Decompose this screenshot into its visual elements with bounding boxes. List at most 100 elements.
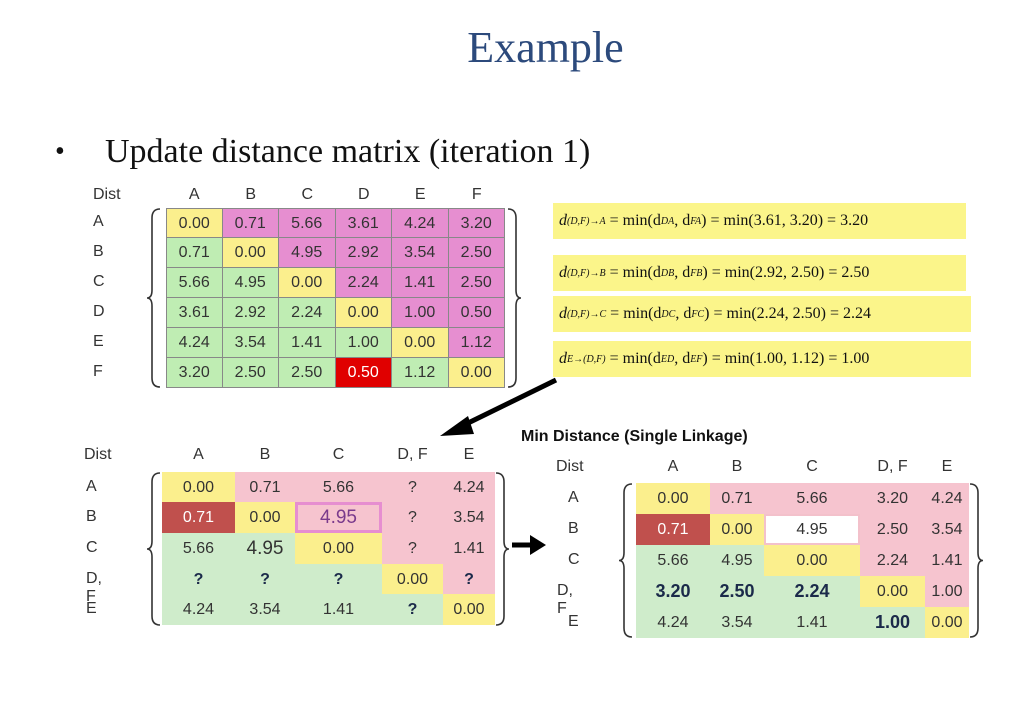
matrix3-cell: 2.50 [710, 576, 764, 607]
right-brace-icon [495, 472, 510, 626]
matrix1-col-header: F [471, 186, 482, 203]
matrix1-cell: 2.92 [335, 238, 392, 268]
matrix1-cell: 3.20 [448, 208, 505, 238]
slide-title: Example [467, 23, 624, 72]
matrix2-corner: Dist [84, 446, 112, 463]
formula-lhs-sub: E→(D,F) [567, 353, 606, 365]
matrix1-col-header: A [188, 186, 200, 203]
formula-lhs-sub: (D,F)→A [567, 215, 606, 227]
right-brace-icon [969, 483, 984, 638]
matrix2-col-header: C [332, 446, 345, 463]
matrix1-cell: 2.92 [222, 298, 279, 328]
formula-sub-1: DB [660, 267, 675, 279]
matrix2-cell: ? [382, 502, 443, 533]
formula-comma: , d [675, 305, 692, 322]
matrix2-cell: 0.00 [443, 594, 495, 625]
matrix1-cell: 3.20 [166, 358, 223, 388]
matrix1-cell: 4.24 [166, 328, 223, 358]
formula-sub-1: ED [660, 353, 675, 365]
formula-sub-2: EF [690, 353, 703, 365]
right-arrow-icon [512, 535, 546, 555]
matrix2-cell: ? [443, 564, 495, 595]
matrix2-cell: 1.41 [295, 594, 382, 625]
formula-sub-2: FB [690, 267, 703, 279]
matrix2-cell: 3.54 [443, 502, 495, 533]
matrix1-cell: 2.24 [279, 298, 336, 328]
matrix3-cell: 0.71 [636, 514, 710, 545]
formula-lhs: d [559, 350, 567, 367]
matrix2-cell: 0.71 [235, 472, 295, 503]
matrix1-cell: 5.66 [166, 268, 223, 298]
matrix1-cell: 2.50 [448, 268, 505, 298]
formula-comma: , d [674, 212, 691, 229]
matrix3-col-header: A [667, 458, 679, 475]
matrix3-corner: Dist [556, 458, 584, 475]
matrix2-row-label: D, F [86, 570, 102, 605]
matrix3-cell: 4.24 [925, 483, 969, 514]
matrix3-cell: 4.24 [636, 607, 710, 638]
matrix1-cell: 0.00 [335, 298, 392, 328]
matrix3-cell: 0.71 [710, 483, 764, 514]
formula-sub-1: DA [660, 215, 675, 227]
matrix2-col-header: E [463, 446, 475, 463]
matrix1-cell: 2.24 [335, 268, 392, 298]
matrix3-row-label: D, F [557, 582, 573, 617]
matrix3-cell: 2.24 [860, 545, 925, 576]
matrix1-cell: 5.66 [279, 208, 336, 238]
matrix3-col-header: B [731, 458, 743, 475]
matrix2-cell: 0.00 [295, 533, 382, 564]
matrix1-row-label: B [93, 243, 104, 260]
formula-box: d (D,F)→C = min(d DC, d FC) = min(2.24, 2.50… [553, 296, 971, 332]
formula-sub-2: FC [691, 308, 705, 320]
matrix1-cell: 0.50 [448, 298, 505, 328]
matrix1-cell: 2.50 [448, 238, 505, 268]
matrix1-cell: 1.12 [448, 328, 505, 358]
matrix3-cell: 1.00 [860, 607, 925, 638]
matrix3-cell: 0.00 [710, 514, 764, 545]
matrix1-cell: 0.00 [222, 238, 279, 268]
matrix1-cell: 4.95 [222, 268, 279, 298]
matrix1-cell: 3.61 [335, 208, 392, 238]
matrix3-cell: 3.20 [860, 483, 925, 514]
matrix2-cell: ? [162, 564, 235, 595]
matrix2-cell: ? [382, 533, 443, 564]
bullet-text: Update distance matrix (iteration 1) [105, 133, 591, 170]
matrix1-row-label: D [93, 303, 105, 320]
matrix1-row-label: E [93, 333, 104, 350]
matrix3-row-label: E [568, 613, 579, 630]
bullet-dot-icon: • [55, 136, 65, 167]
matrix2-col-header: D, F [397, 446, 428, 463]
matrix2-row-label: B [86, 508, 97, 525]
matrix3-cell: 0.00 [925, 607, 969, 638]
matrix3-cell: 1.41 [925, 545, 969, 576]
matrix2-cell: ? [295, 564, 382, 595]
matrix1-cell: 0.00 [279, 268, 336, 298]
matrix1-cell: 4.24 [392, 208, 449, 238]
matrix1-col-header: B [245, 186, 257, 203]
formula-lhs-sub: (D,F)→C [567, 308, 607, 320]
formula-mid: = min(d [609, 350, 661, 367]
matrix2-cell: 3.54 [235, 594, 295, 625]
left-brace-icon [146, 472, 161, 626]
formula-rest: ) = min(1.00, 1.12) = 1.00 [702, 350, 870, 367]
matrix2-cell: 0.00 [162, 472, 235, 503]
left-brace-icon [618, 483, 633, 638]
matrix2-cell: 5.66 [162, 533, 235, 564]
matrix2-row-label: E [86, 600, 97, 617]
matrix2-cell: 4.24 [162, 594, 235, 625]
matrix1-row-label: C [93, 273, 105, 290]
matrix1-cell: 2.50 [222, 358, 279, 388]
matrix2-cell: 4.95 [295, 502, 382, 533]
min-distance-title: Min Distance (Single Linkage) [521, 428, 748, 445]
matrix2-cell: ? [235, 564, 295, 595]
matrix1-col-header: D [357, 186, 370, 203]
matrix1-row-label: A [93, 213, 104, 230]
matrix2-cell: 0.00 [235, 502, 295, 533]
matrix3-cell: 3.54 [925, 514, 969, 545]
formula-rest: ) = min(2.24, 2.50) = 2.24 [704, 305, 872, 322]
formula-mid: = min(d [610, 305, 662, 322]
matrix1-col-header: C [301, 186, 314, 203]
matrix1-cell: 0.71 [166, 238, 223, 268]
matrix1-row-label: F [93, 363, 103, 380]
formula-lhs: d [559, 305, 567, 322]
